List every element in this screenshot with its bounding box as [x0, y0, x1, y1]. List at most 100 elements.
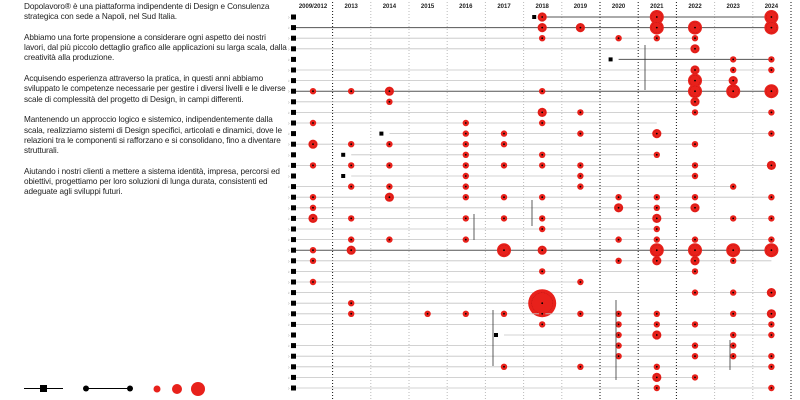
project-circle-ring: [538, 13, 546, 21]
project-square-marker: [494, 333, 498, 337]
project-circle-center: [541, 302, 544, 305]
project-circle-center: [579, 164, 582, 167]
project-circle-center: [388, 196, 391, 199]
project-circle-center: [655, 132, 658, 135]
year-label: 2014: [383, 4, 397, 10]
project-circle-ring: [767, 310, 776, 318]
row-arrow-icon: ›: [288, 259, 290, 265]
row-arrow-icon: ›: [288, 322, 290, 328]
row-arrow-icon: ›: [288, 291, 290, 297]
project-start-marker: [291, 343, 296, 349]
row-arrow-icon: ›: [288, 142, 290, 148]
project-circle-center: [312, 259, 314, 262]
project-circle-center: [655, 196, 658, 199]
project-circle-ring: [309, 140, 317, 148]
project-circle-center: [617, 355, 620, 358]
project-circle-center: [694, 90, 696, 93]
project-start-marker: [291, 184, 296, 190]
project-circle-center: [350, 302, 353, 305]
project-circle-center: [503, 143, 505, 146]
project-circle-center: [694, 270, 696, 273]
project-circle-center: [464, 153, 467, 156]
project-circle-center: [770, 217, 773, 220]
year-label: 2015: [421, 4, 435, 10]
project-circle-center: [579, 26, 582, 29]
row-arrow-icon: ›: [288, 354, 290, 360]
project-circle-center: [617, 323, 620, 326]
row-arrow-icon: ›: [288, 15, 290, 21]
row-arrow-icon: ›: [288, 375, 290, 381]
project-circle-center: [770, 69, 773, 71]
project-circle-ring: [538, 23, 546, 32]
project-start-marker: [291, 99, 296, 105]
project-circle-center: [732, 185, 735, 188]
legend-dot-marker-icon: [83, 385, 89, 392]
intro-text: Dopolavoro® è una piattaforma indipenden…: [24, 2, 289, 208]
project-circle-center: [388, 90, 391, 93]
project-circle-center: [732, 69, 735, 71]
intro-paragraph: Mantenendo un approccio logico e sistemi…: [24, 115, 282, 156]
row-arrow-icon: ›: [288, 100, 290, 106]
project-circle-center: [579, 185, 582, 188]
project-circle-center: [655, 217, 658, 220]
project-circle-center: [770, 312, 773, 315]
project-circle-ring: [727, 85, 739, 97]
project-circle-ring: [653, 129, 661, 138]
project-circle-center: [350, 249, 353, 252]
project-circle-center: [503, 249, 505, 252]
project-start-marker: [291, 173, 296, 179]
project-circle-center: [464, 132, 467, 135]
project-circle-center: [388, 100, 391, 103]
project-circle-center: [579, 175, 582, 177]
project-circle-center: [655, 259, 658, 262]
intro-paragraph: Aiutando i nostri clienti a mettere a si…: [24, 166, 280, 197]
project-circle-center: [770, 355, 773, 358]
row-arrow-icon: ›: [288, 153, 290, 159]
project-start-marker: [291, 268, 296, 274]
row-arrow-icon: ›: [288, 312, 290, 318]
project-square-marker: [532, 15, 537, 19]
project-circle-center: [655, 387, 658, 389]
project-circle-center: [464, 175, 467, 177]
project-circle-ring: [653, 373, 661, 382]
project-circle-center: [770, 387, 773, 389]
row-arrow-icon: ›: [288, 248, 290, 254]
project-circle-ring: [651, 22, 663, 34]
project-start-marker: [291, 385, 296, 391]
row-arrow-icon: ›: [288, 110, 290, 116]
legend-dot-marker-icon: [127, 385, 133, 392]
project-circle-ring: [538, 246, 546, 254]
project-circle-ring: [689, 85, 701, 97]
project-circle-center: [503, 132, 505, 135]
row-arrow-icon: ›: [288, 195, 290, 201]
project-circle-center: [503, 365, 505, 368]
project-circle-center: [770, 90, 773, 93]
project-circle-center: [655, 334, 658, 336]
project-circle-center: [350, 312, 353, 315]
project-circle-center: [655, 228, 658, 230]
project-circle-center: [770, 365, 773, 368]
project-circle-center: [541, 122, 544, 124]
project-start-marker: [291, 120, 296, 126]
project-square-marker: [341, 152, 346, 157]
project-start-marker: [291, 215, 296, 221]
project-circle-center: [312, 90, 314, 93]
project-circle-ring: [653, 214, 661, 223]
year-label: 2013: [345, 4, 359, 10]
project-circle-center: [694, 79, 696, 82]
project-start-marker: [291, 25, 296, 31]
year-label: 2016: [459, 4, 473, 10]
project-circle-center: [770, 238, 773, 241]
project-circle-ring: [691, 98, 699, 106]
project-start-marker: [291, 374, 296, 380]
project-circle-center: [770, 323, 773, 326]
year-label: 2022: [688, 4, 702, 10]
project-circle-center: [541, 37, 544, 40]
project-circle-center: [312, 249, 314, 252]
project-circle-center: [617, 312, 620, 315]
project-circle-center: [312, 281, 314, 283]
project-circle-center: [388, 238, 391, 241]
project-circle-center: [312, 206, 314, 209]
project-circle-center: [350, 238, 353, 241]
